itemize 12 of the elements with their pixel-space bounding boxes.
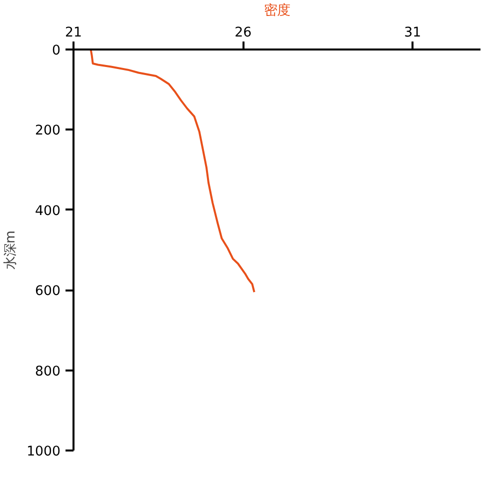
y-axis-title: 水深m — [4, 230, 19, 270]
y-tick-label: 400 — [35, 204, 61, 219]
x-tick-label: 26 — [234, 26, 252, 40]
y-tick-label: 1000 — [26, 444, 61, 460]
y-tick-label: 600 — [35, 284, 61, 300]
x-axis-title: 密度 — [264, 2, 290, 18]
x-tick-label: 21 — [65, 26, 82, 40]
y-tick-label: 200 — [35, 124, 61, 139]
y-tick-label: 800 — [35, 364, 61, 380]
line-series — [90, 50, 256, 294]
x-tick-label: 31 — [404, 26, 422, 40]
y-tick-label: 0 — [52, 44, 61, 58]
